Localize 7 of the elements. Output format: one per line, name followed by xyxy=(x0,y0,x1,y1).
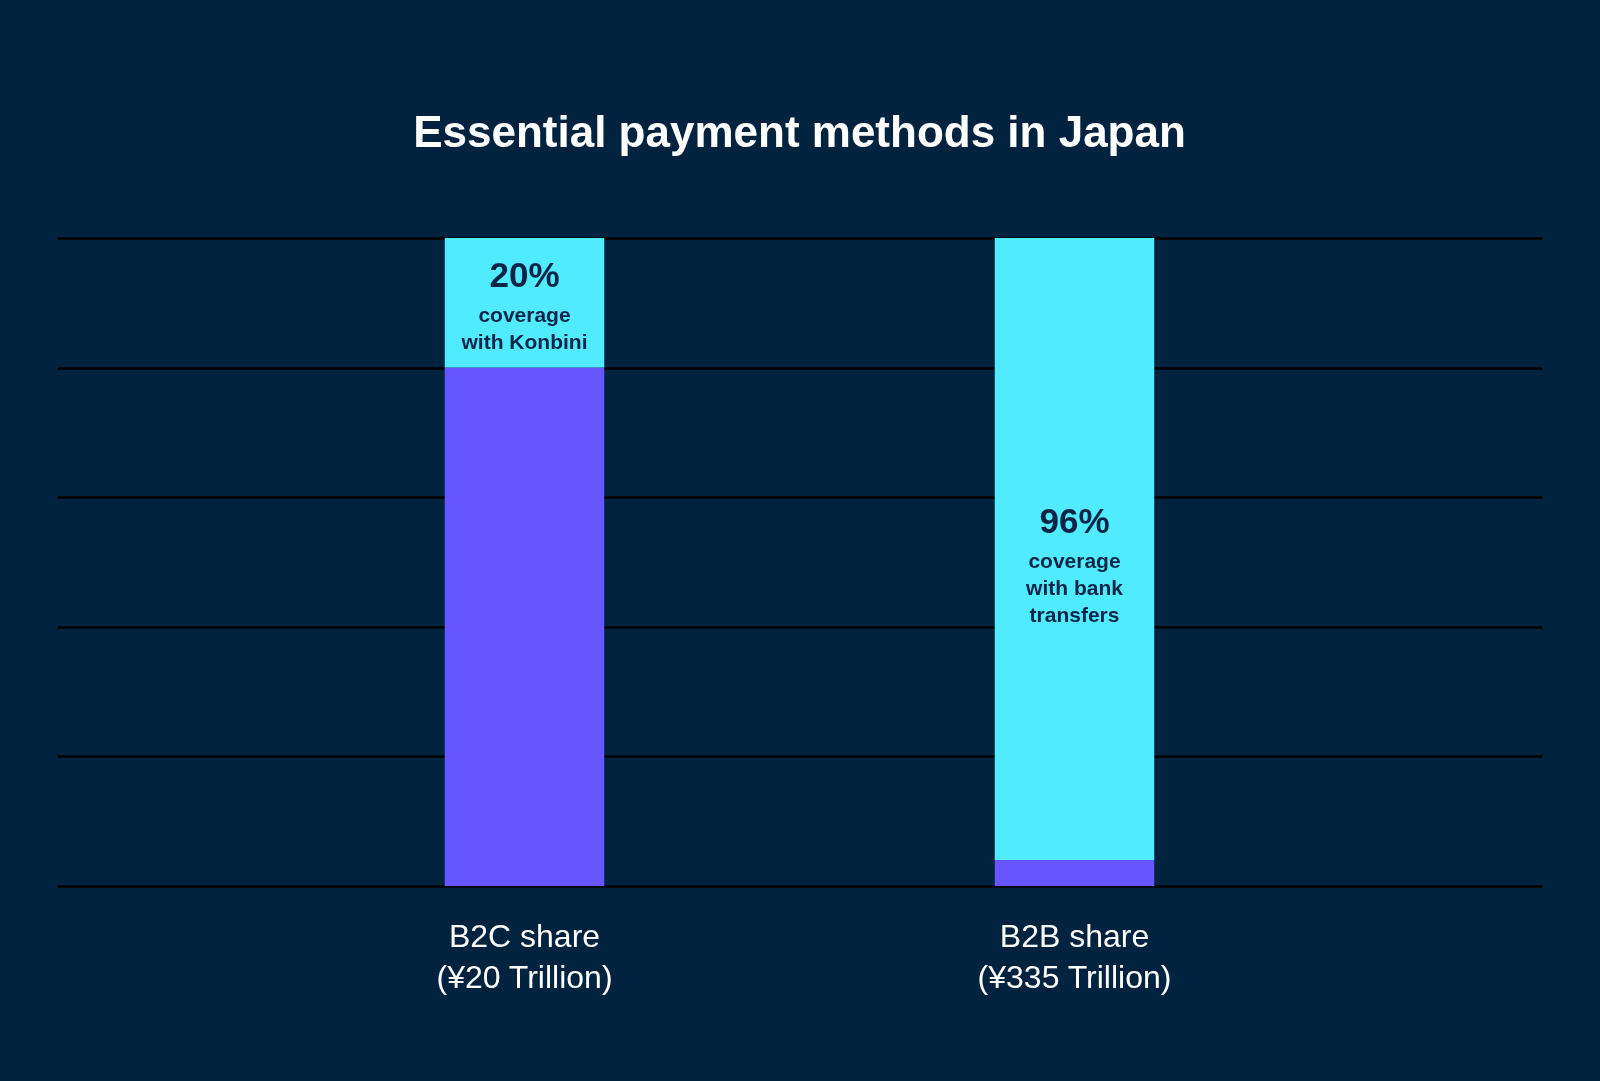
x-tick-label: B2B share (¥335 Trillion) xyxy=(977,917,1172,995)
annotation: coverage with Konbini xyxy=(460,302,588,353)
chart-title: Essential payment methods in Japan xyxy=(413,107,1186,156)
annotation: coverage with bank transfers xyxy=(1025,549,1124,627)
data-label: 96% xyxy=(1039,501,1110,541)
data-label: 20% xyxy=(489,254,560,294)
x-tick-label: B2C share (¥20 Trillion) xyxy=(436,917,613,995)
